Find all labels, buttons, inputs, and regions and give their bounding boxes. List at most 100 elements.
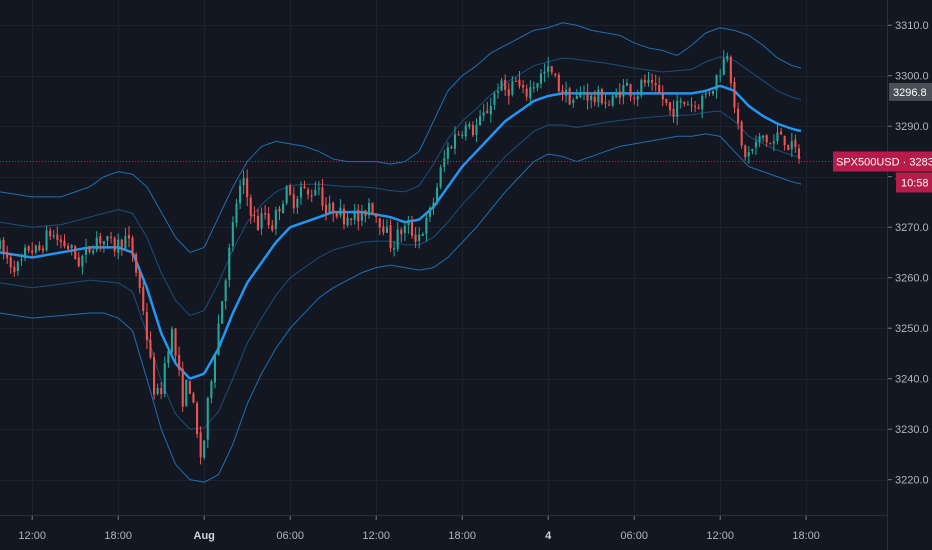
candle-body-down — [507, 89, 510, 96]
time-tick-label: 12:00 — [706, 530, 734, 542]
candle-body-down — [2, 239, 5, 253]
candle-body-up — [282, 203, 285, 214]
candle-body-down — [794, 139, 797, 148]
candle-body-up — [701, 95, 704, 110]
candle-body-down — [160, 388, 163, 395]
candle-body-up — [439, 167, 442, 188]
candle-body-up — [686, 104, 689, 106]
candle-body-up — [224, 280, 227, 302]
candle-body-down — [643, 79, 646, 84]
candle-body-down — [325, 204, 328, 214]
price-tick-label: 3240.0 — [895, 374, 929, 386]
candle-body-up — [368, 203, 371, 216]
price-tick-label: 3300.0 — [895, 71, 929, 83]
candle-body-up — [496, 90, 499, 93]
candle-body-down — [59, 239, 62, 243]
candle-body-up — [45, 230, 48, 251]
candle-body-up — [274, 209, 277, 229]
candle-body-up — [20, 259, 23, 261]
candle-body-up — [625, 83, 628, 86]
candle-body-up — [479, 116, 482, 125]
candle-body-down — [769, 143, 772, 145]
candle-body-up — [52, 235, 55, 237]
time-tick-label: 18:00 — [448, 530, 476, 542]
candle-body-down — [77, 257, 80, 267]
candle-body-down — [9, 257, 12, 268]
candle-body-up — [228, 247, 231, 280]
time-axis[interactable]: 12:00 18:00 Aug 06:00 12:00 18:00 4 06:00 12:00 1… — [18, 516, 820, 542]
candle-body-down — [375, 214, 378, 218]
candle-body-down — [486, 110, 489, 114]
candle-body-down — [371, 203, 374, 215]
candle-body-up — [421, 234, 424, 236]
candle-body-down — [99, 236, 102, 244]
candle-body-down — [744, 145, 747, 158]
candle-body-up — [385, 226, 388, 233]
candle-body-up — [582, 92, 585, 94]
candle-body-up — [704, 93, 707, 95]
candle-body-down — [683, 101, 686, 105]
candle-body-up — [468, 124, 471, 127]
candle-body-up — [751, 148, 754, 152]
candle-body-up — [647, 79, 650, 83]
candle-body-up — [722, 58, 725, 75]
candle-body-down — [49, 230, 52, 237]
candle-body-down — [504, 79, 507, 90]
candle-body-down — [665, 98, 668, 103]
candle-body-down — [41, 248, 44, 251]
candle-body-down — [586, 92, 589, 101]
candle-body-up — [575, 95, 578, 99]
candle-body-up — [543, 71, 546, 74]
candle-body-up — [475, 125, 478, 135]
candle-body-up — [611, 95, 614, 106]
candle-body-up — [565, 89, 568, 96]
candle-body-down — [593, 96, 596, 103]
candle-body-down — [178, 354, 181, 371]
time-tick-label: 12:00 — [18, 530, 46, 542]
candle-body-up — [590, 95, 593, 101]
candle-body-up — [443, 158, 446, 167]
candle-body-up — [482, 112, 485, 116]
candle-body-down — [672, 108, 675, 117]
time-tick-label: 06:00 — [276, 530, 304, 542]
candle-body-down — [13, 266, 16, 273]
candle-body-up — [489, 105, 492, 115]
candle-body-up — [403, 226, 406, 234]
candle-body-down — [113, 238, 116, 252]
candle-body-down — [694, 106, 697, 108]
candle-body-up — [715, 74, 718, 91]
candle-body-up — [117, 239, 120, 253]
time-tick-label: 4 — [545, 530, 552, 542]
candle-body-down — [174, 328, 177, 356]
candle-body-down — [138, 271, 141, 288]
candle-body-up — [231, 222, 234, 247]
candle-body-up — [446, 147, 449, 159]
candle-body-down — [246, 178, 249, 198]
candle-body-up — [747, 152, 750, 157]
candle-body-up — [547, 66, 550, 72]
candle-body-down — [550, 66, 553, 73]
inner-upper-band-line — [0, 56, 802, 316]
candle-body-up — [242, 178, 245, 186]
candle-body-down — [364, 210, 367, 216]
candle-body-up — [317, 188, 320, 190]
candle-body-down — [249, 197, 252, 216]
candle-body-down — [740, 121, 743, 146]
candle-body-down — [651, 80, 654, 83]
countdown-badge: 10:58 — [896, 172, 932, 193]
candle-body-down — [278, 208, 281, 212]
candle-body-up — [432, 202, 435, 209]
candle-body-down — [518, 79, 521, 86]
candle-body-down — [38, 245, 41, 250]
candle-body-up — [167, 351, 170, 363]
candle-body-up — [396, 229, 399, 249]
candle-body-up — [754, 142, 757, 148]
candle-body-up — [92, 250, 95, 254]
candle-body-up — [0, 240, 1, 249]
candle-body-up — [676, 101, 679, 117]
candle-body-down — [568, 88, 571, 105]
candle-body-up — [640, 80, 643, 96]
candle-body-down — [690, 104, 693, 106]
candle-body-up — [203, 440, 206, 458]
